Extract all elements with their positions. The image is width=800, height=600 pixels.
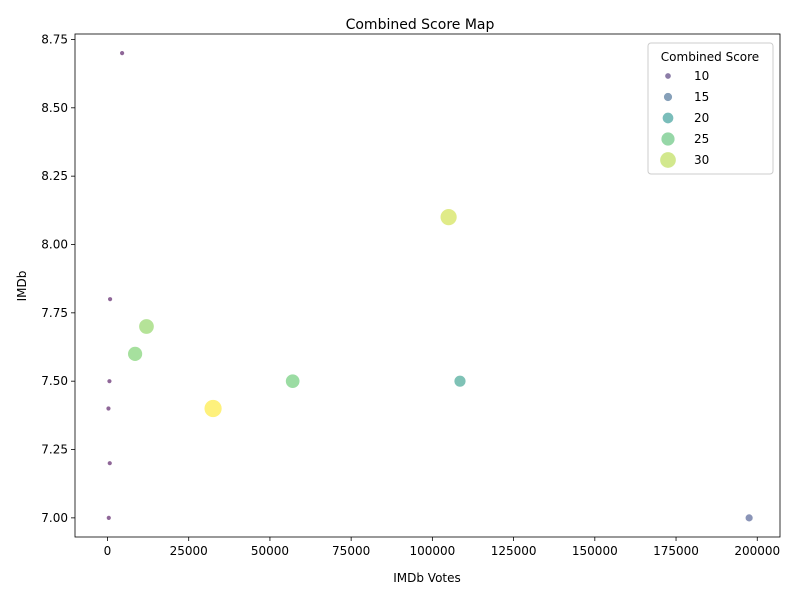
legend-entry-label: 20 [694, 111, 709, 125]
y-axis-ticks: 7.00 7.25 7.50 7.75 8.00 8.25 8.50 8.75 [41, 32, 75, 525]
scatter-point [744, 513, 754, 523]
y-tick-label: 7.50 [41, 374, 68, 388]
x-tick-label: 100000 [409, 544, 455, 558]
scatter-point [285, 373, 301, 389]
y-tick-label: 8.25 [41, 169, 68, 183]
x-tick-label: 200000 [734, 544, 780, 558]
scatter-point [107, 296, 113, 303]
y-tick-label: 8.75 [41, 32, 68, 46]
scatter-point [127, 345, 144, 362]
legend-entry-label: 15 [694, 90, 709, 104]
legend: Combined Score 10 15 20 25 30 [647, 42, 774, 175]
x-tick-label: 0 [104, 544, 112, 558]
legend-marker [664, 72, 672, 80]
x-tick-label: 150000 [572, 544, 618, 558]
x-tick-label: 75000 [332, 544, 370, 558]
x-tick-label: 175000 [653, 544, 699, 558]
legend-entry-label: 10 [694, 69, 709, 83]
x-axis-ticks: 0 25000 50000 75000 100000 125000 150000 175000… [104, 537, 780, 558]
scatter-point [106, 378, 113, 385]
y-axis-title: IMDb [15, 271, 29, 302]
legend-title: Combined Score [661, 50, 759, 64]
legend-entry-label: 25 [694, 132, 709, 146]
y-tick-label: 8.50 [41, 101, 68, 115]
scatter-point [203, 399, 223, 418]
scatter-point [439, 208, 458, 227]
legend-entry-label: 30 [694, 153, 709, 167]
x-tick-label: 125000 [491, 544, 537, 558]
legend-marker [663, 92, 673, 102]
y-tick-label: 7.00 [41, 511, 68, 525]
scatter-point [105, 514, 112, 521]
y-tick-label: 7.25 [41, 443, 68, 457]
y-tick-label: 7.75 [41, 306, 68, 320]
x-tick-label: 50000 [251, 544, 289, 558]
legend-box [647, 42, 774, 175]
scatter-point [453, 374, 467, 388]
legend-marker [660, 131, 676, 147]
chart-title: Combined Score Map [346, 17, 495, 33]
legend-entries: 10 15 20 25 30 [659, 69, 709, 169]
x-axis-title: IMDb Votes [393, 571, 461, 585]
y-tick-label: 8.00 [41, 237, 68, 251]
x-tick-label: 25000 [170, 544, 208, 558]
legend-marker [659, 151, 677, 169]
scatter-point [105, 405, 112, 412]
points-layer [105, 50, 754, 523]
legend-marker [661, 111, 675, 125]
scatter-point [138, 318, 155, 335]
scatter-point [119, 50, 126, 57]
scatter-point [106, 460, 113, 467]
plot-frame [74, 33, 781, 538]
